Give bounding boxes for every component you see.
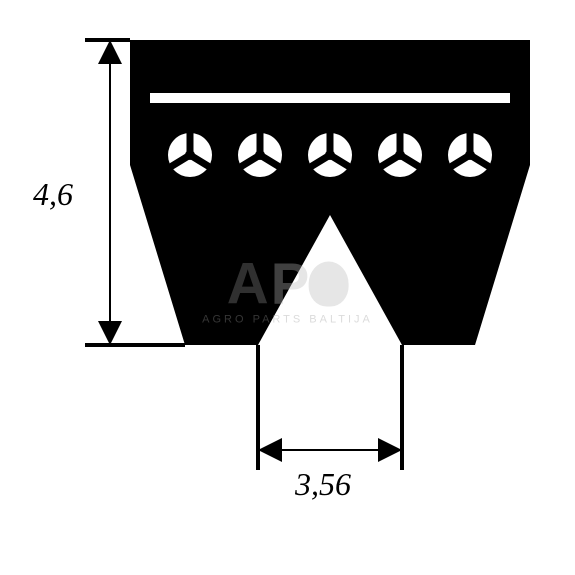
dim-width-value: 3,56 [294, 466, 351, 502]
cord [168, 133, 212, 177]
belt-diagram: 4,6 3,56 [0, 0, 575, 575]
cord [378, 133, 422, 177]
cord [448, 133, 492, 177]
belt-stripe [150, 93, 510, 103]
belt-body [130, 40, 530, 345]
dim-width: 3,56 [258, 345, 402, 502]
cord [308, 133, 352, 177]
dim-height-value: 4,6 [33, 176, 73, 212]
cord [238, 133, 282, 177]
